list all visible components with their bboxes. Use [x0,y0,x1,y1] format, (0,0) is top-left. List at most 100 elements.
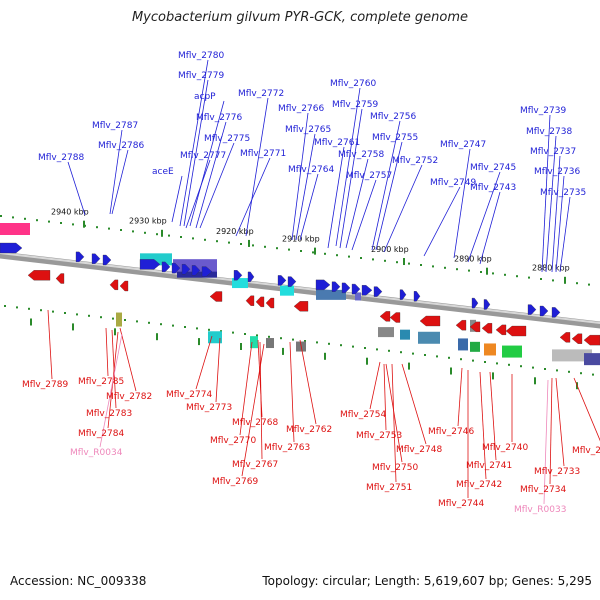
leader-line [241,343,265,477]
scale-tick-inner [366,357,368,365]
scale-dot [276,247,278,250]
scale-dot [180,236,182,238]
scale-dot [324,252,326,255]
forward-gene-arrow [233,270,243,281]
gene-label: Mflv_2787 [92,121,138,131]
leader-line [259,341,263,460]
scale-dot [516,275,518,278]
scale-dot [336,254,338,257]
scale-dot [76,313,78,316]
scale-dot [436,355,438,358]
leader-line [423,186,461,257]
scale-dot [496,362,498,365]
leader-line [109,129,123,215]
topology-text: Topology: circular; Length: 5,619,607 bp… [262,574,592,588]
leader-line [489,371,497,461]
gene-label: Mflv_2744 [438,499,484,509]
scale-dot [424,354,426,356]
gene-label: Mflv_2741 [466,461,512,471]
scale-dot [472,359,474,362]
feature-block [502,345,522,358]
gene-label: Mflv_2745 [470,163,516,173]
leader-line [327,146,345,249]
leader-line [47,309,53,380]
scale-dot [52,310,54,313]
forward-gene-arrow [471,297,479,309]
scale-dot [184,326,186,328]
scale-tick-inner [492,372,494,380]
scale-dot [216,240,218,243]
forward-gene-arrow [483,299,491,310]
scale-tick-inner [156,333,158,341]
leader-line [239,341,253,436]
gene-label: Mflv_2742 [456,480,502,490]
reverse-gene-arrow [583,334,600,346]
leader-line [543,379,549,505]
gene-label: Mflv_2771 [240,149,286,159]
scale-dot [172,324,174,327]
forward-gene-arrow [351,283,361,295]
scale-dot [352,345,354,348]
leader-line [299,339,317,425]
scale-label: 2880 kbp [532,264,570,273]
gene-label: Mflv_2738 [526,127,572,137]
forward-gene-arrow [399,289,407,300]
leader-line [479,371,487,480]
feature-block [116,312,122,327]
gene-label: Mflv_2743 [470,183,516,193]
scale-dot [148,321,150,324]
scale-dot [204,238,206,241]
scale-tick [403,258,405,266]
leader-line [391,363,397,483]
gene-label: Mflv_2773 [186,403,232,413]
forward-gene-arrow [373,286,383,297]
scale-dot [88,314,90,317]
forward-gene-arrow [91,253,101,264]
scale-dot [24,217,26,220]
scale-dot [492,272,494,275]
scale-dot [108,227,110,230]
leader-line [335,87,361,247]
scale-dot [96,226,98,229]
gene-label: Mflv_2736 [534,167,580,177]
forward-gene-arrow [277,275,287,286]
gene-label: Mflv_2777 [180,151,226,161]
feature-block [140,253,172,266]
gene-label: Mflv_2775 [204,134,250,144]
scale-dot [300,250,302,252]
reverse-gene-arrow [571,333,583,344]
scale-dot [532,366,534,369]
feature-block [400,329,410,340]
reverse-gene-arrow [55,273,65,284]
scale-dot [16,306,18,309]
gene-label: Mflv_2784 [78,429,124,439]
leader-line [339,108,363,249]
feature-block [470,341,480,352]
scale-dot [196,327,198,330]
scale-dot [528,276,530,279]
forward-gene-arrow [75,251,85,263]
forward-gene-arrow [551,307,561,318]
gene-label: Mflv_2772 [238,89,284,99]
reverse-gene-arrow [27,270,51,281]
gene-label: Mflv_2737 [530,147,576,157]
scale-tick-inner [324,352,326,360]
leader-line [291,112,309,241]
feature-block [280,285,294,296]
gene-label: Mflv_2768 [232,418,278,428]
gene-label: Mflv_2785 [78,377,124,387]
leader-line [453,148,471,259]
feature-block [458,338,468,351]
scale-dot [256,334,258,337]
scale-dot [292,338,294,341]
gene-label: Mflv_2764 [288,165,334,175]
reverse-gene-arrow [209,291,223,302]
leader-line [555,377,565,467]
forward-gene-arrow [527,304,537,315]
scale-dot [12,216,14,219]
leader-line [99,333,123,448]
scale-dot [252,244,254,247]
scale-dot [540,278,542,280]
scale-tick-inner [198,338,200,346]
reverse-gene-arrow [265,297,275,309]
